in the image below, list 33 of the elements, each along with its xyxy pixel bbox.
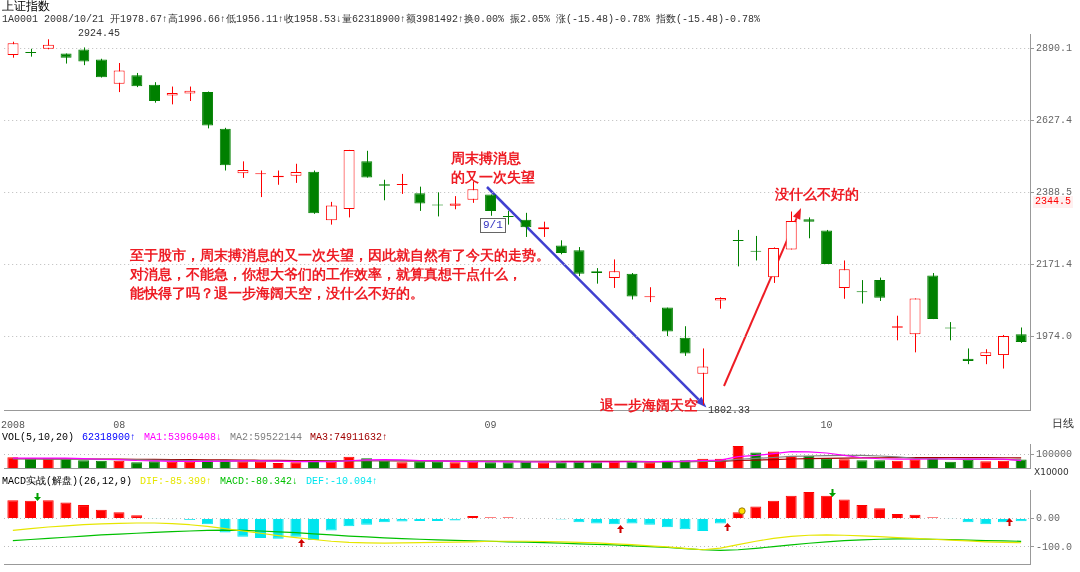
text: MACD:-80.342↓ [220,476,299,488]
y-tick-label: 2627.4 [1036,114,1073,126]
text: DIF:-85.399↑ [140,476,213,488]
annotation: 至于股市，周末搏消息的又一次失望，因此就自然有了今天的走势。对消息，不能急，你想大爷们的工作效率，就算真想干点什么，能快得了吗？退一步海阔天空，没什么不好的。 [130,246,550,303]
series-label: MA2:59522144 [230,432,303,444]
y-tick-label: 1974.0 [1036,330,1073,342]
series-label: MA1:53969408↓ [144,432,223,444]
chart-title: VOL(5,10,20) [2,432,75,444]
chart-subtitle: 1A0001 2008/10/21 开1978.67↑高1996.66↑低1956.11↑收1958.53↓量62318900↑额3981492↑换0.00% 振2.05% 涨(-15.48)-0.78% 指数(-15.48)-0.78% [2,13,762,26]
x-tick-label: 08 [113,419,126,431]
text: 日线 [1052,417,1074,430]
x-tick-label: 10 [820,419,833,431]
text: DEF:-10.094↑ [306,476,379,488]
y-tick-label: -100.0 [1036,541,1073,553]
annotation: 周末搏消息的又一次失望 [450,148,535,187]
text: 62318900↑ [82,432,137,444]
x-tick-label: 09 [484,419,497,431]
y-tick-label: 0.00 [1036,513,1061,525]
text: 2344.5 [1035,196,1072,208]
y-tick-label: 2171.4 [1036,258,1073,270]
annotation: 2924.45 [78,28,121,40]
y-tick-label: 100000 [1036,449,1073,460]
y-tick-label: 2388.5 [1036,186,1073,198]
annotation: 1802.33 [708,405,751,417]
x-tick-label: 2008 [1,419,26,431]
text: X10000 [1034,466,1069,478]
annotation: 没什么不好的 [775,185,859,204]
y-tick-label: 2890.1 [1036,42,1073,54]
annotation: 9/1 [483,219,503,232]
chart-title: 上证指数 [2,0,51,13]
annotation: 退一步海阔天空 [600,396,698,415]
chart-title: MACD实战(解盘)(26,12,9) [2,476,133,488]
series-label: MA3:74911632↑ [310,432,389,444]
